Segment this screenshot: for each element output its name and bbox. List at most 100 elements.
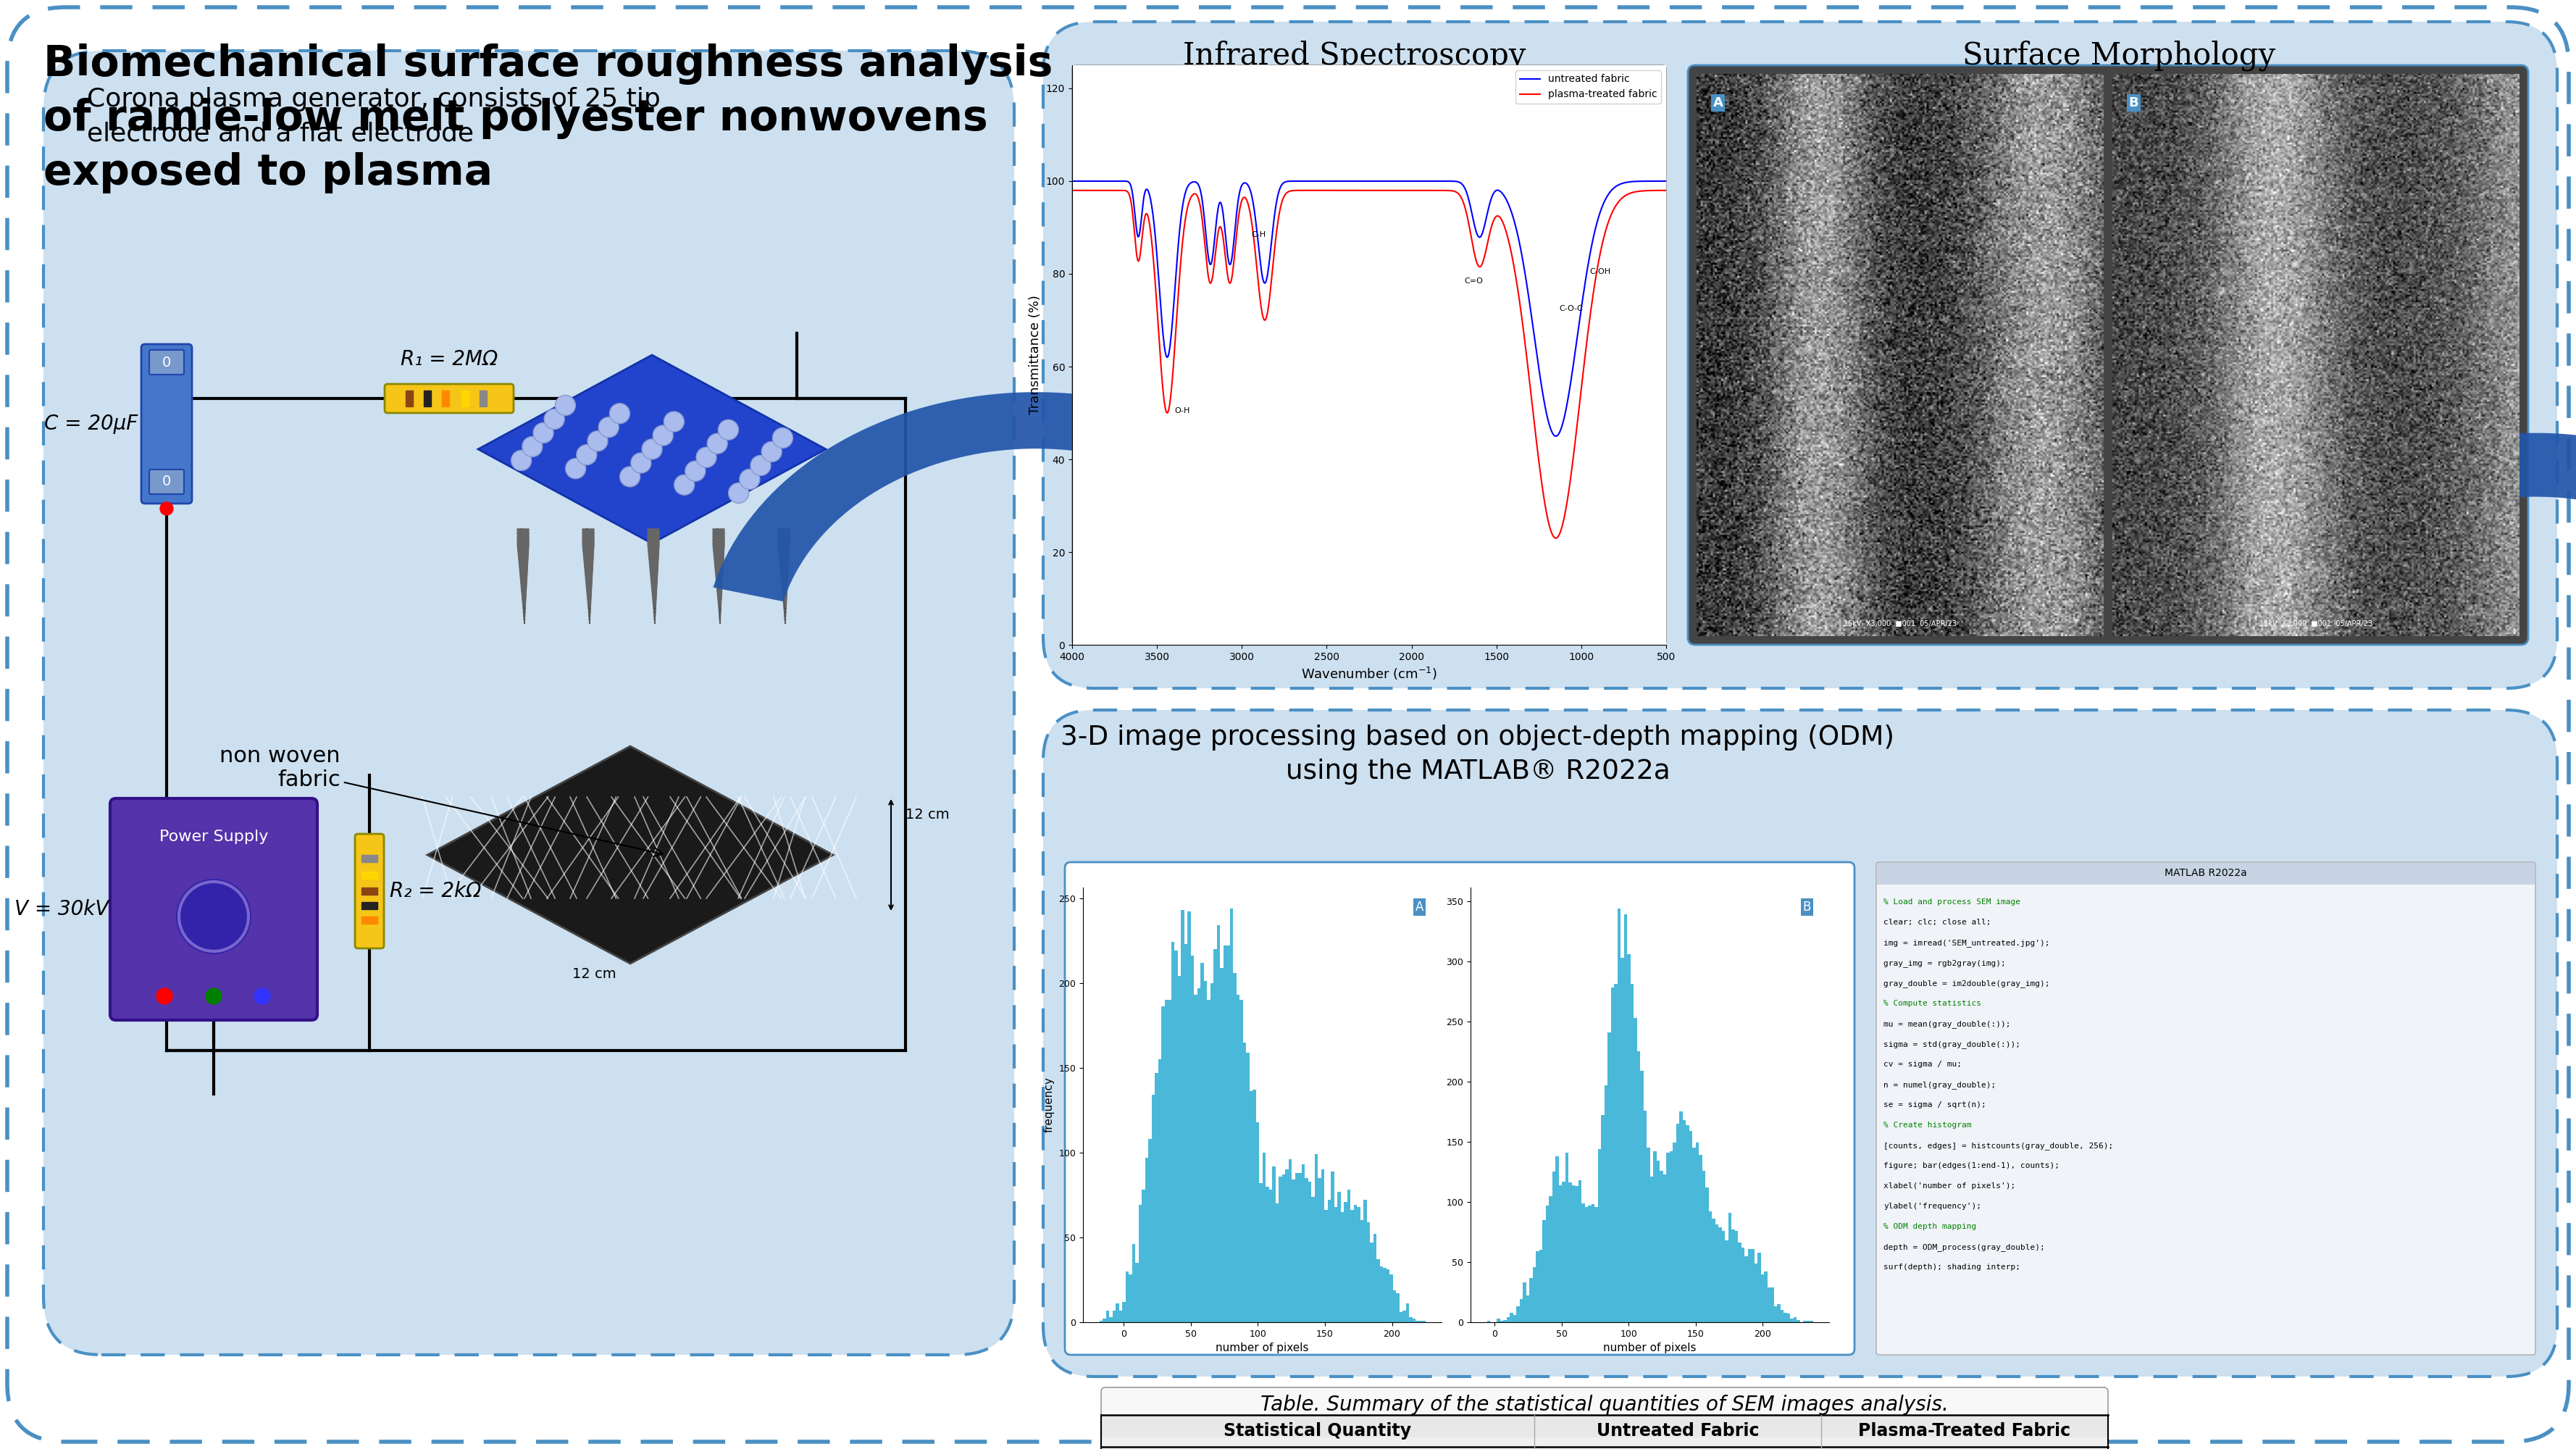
- Circle shape: [510, 451, 531, 471]
- Polygon shape: [647, 539, 659, 620]
- Polygon shape: [714, 393, 1195, 601]
- Text: MATLAB R2022a: MATLAB R2022a: [2164, 868, 2246, 878]
- Bar: [1783, 1313, 1788, 1321]
- Bar: [1558, 1185, 1561, 1321]
- Bar: [1716, 1224, 1718, 1321]
- Bar: [1118, 1310, 1123, 1321]
- Bar: [1649, 1177, 1654, 1321]
- Polygon shape: [518, 536, 528, 616]
- Bar: [479, 390, 487, 406]
- Bar: [1221, 968, 1224, 1321]
- Text: O-H: O-H: [1175, 407, 1190, 414]
- Bar: [1731, 1230, 1734, 1321]
- Bar: [1592, 1204, 1595, 1321]
- Legend: untreated fabric, plasma-treated fabric: untreated fabric, plasma-treated fabric: [1515, 70, 1662, 103]
- Bar: [1144, 1158, 1149, 1321]
- untreated fabric: [1520, 335, 1551, 352]
- Bar: [1358, 1207, 1360, 1321]
- Bar: [1695, 1143, 1698, 1321]
- Bar: [1530, 1278, 1533, 1321]
- Bar: [1141, 1190, 1144, 1321]
- Bar: [1641, 1071, 1643, 1321]
- Text: B: B: [1803, 901, 1811, 914]
- Circle shape: [773, 427, 793, 448]
- Bar: [1180, 910, 1185, 1321]
- Bar: [1110, 1317, 1113, 1321]
- Bar: [1620, 958, 1623, 1321]
- Circle shape: [719, 420, 739, 440]
- Polygon shape: [582, 539, 595, 620]
- Text: 15kV  X3,000  ■001  05/APR/23: 15kV X3,000 ■001 05/APR/23: [2259, 620, 2372, 627]
- Bar: [1422, 1320, 1425, 1321]
- Text: img = imread('SEM_untreated.jpg');: img = imread('SEM_untreated.jpg');: [1883, 939, 2050, 946]
- Text: B: B: [2128, 97, 2138, 110]
- Text: R₂ = 2kΩ: R₂ = 2kΩ: [389, 881, 482, 901]
- Bar: [1226, 946, 1229, 1321]
- Polygon shape: [714, 532, 724, 611]
- Bar: [1747, 1249, 1752, 1321]
- untreated fabric: [1540, 427, 1571, 445]
- Bar: [1605, 1085, 1607, 1321]
- Text: clear; clc; close all;: clear; clc; close all;: [1883, 919, 1991, 926]
- FancyBboxPatch shape: [1100, 1388, 2107, 1449]
- Bar: [1672, 1143, 1677, 1321]
- Bar: [1273, 1166, 1275, 1321]
- Circle shape: [708, 433, 726, 454]
- Bar: [1131, 1245, 1136, 1321]
- Bar: [1126, 1271, 1128, 1321]
- Circle shape: [255, 988, 270, 1004]
- Bar: [1275, 1204, 1278, 1321]
- Circle shape: [652, 426, 672, 446]
- Text: gray_double = im2double(gray_img);: gray_double = im2double(gray_img);: [1883, 980, 2050, 987]
- Bar: [1190, 956, 1193, 1321]
- Text: Biomechanical surface roughness analysis
of ramie-low melt polyester nonwovens
e: Biomechanical surface roughness analysis…: [44, 43, 1054, 193]
- Bar: [1685, 1124, 1690, 1321]
- Bar: [1262, 1152, 1265, 1321]
- Bar: [1172, 942, 1175, 1321]
- Text: Statistical Quantity: Statistical Quantity: [1224, 1423, 1412, 1440]
- untreated fabric: [1466, 229, 1497, 246]
- Bar: [361, 901, 379, 910]
- Circle shape: [621, 467, 639, 487]
- FancyBboxPatch shape: [1043, 22, 2558, 688]
- Polygon shape: [518, 529, 528, 609]
- Bar: [1569, 1182, 1571, 1321]
- Bar: [1381, 1266, 1383, 1321]
- Text: Infrared Spectroscopy: Infrared Spectroscopy: [1182, 39, 1525, 71]
- Bar: [1211, 982, 1213, 1321]
- Bar: [1113, 1310, 1115, 1321]
- Text: Corona plasma generator, consists of 25 tip
electrode and a flat electrode: Corona plasma generator, consists of 25 …: [88, 87, 659, 146]
- Bar: [1767, 1287, 1770, 1321]
- Circle shape: [675, 475, 696, 496]
- Text: A: A: [1713, 97, 1723, 110]
- Bar: [1103, 1414, 2107, 1446]
- Text: % Create histogram: % Create histogram: [1883, 1122, 1971, 1129]
- Bar: [1584, 1207, 1587, 1321]
- Bar: [1164, 1000, 1167, 1321]
- Bar: [1543, 1220, 1546, 1321]
- Bar: [361, 855, 379, 862]
- Bar: [1103, 1437, 2107, 1449]
- Text: n = numel(gray_double);: n = numel(gray_double);: [1883, 1081, 1996, 1088]
- Bar: [1309, 1181, 1311, 1321]
- Bar: [1646, 1148, 1649, 1321]
- Bar: [1208, 1000, 1211, 1321]
- Bar: [1419, 1320, 1422, 1321]
- Text: C-O-C: C-O-C: [1558, 306, 1584, 313]
- Bar: [1363, 1200, 1368, 1321]
- Bar: [1234, 972, 1236, 1321]
- Bar: [1522, 1282, 1525, 1321]
- Bar: [1399, 1311, 1401, 1321]
- Bar: [1193, 995, 1198, 1321]
- Bar: [1721, 1230, 1726, 1321]
- Bar: [1618, 909, 1620, 1321]
- Bar: [1739, 1243, 1741, 1321]
- FancyBboxPatch shape: [149, 349, 183, 374]
- Bar: [1775, 1307, 1777, 1321]
- Circle shape: [157, 988, 173, 1004]
- Bar: [1311, 1197, 1314, 1321]
- Bar: [1659, 1171, 1664, 1321]
- Text: % Load and process SEM image: % Load and process SEM image: [1883, 898, 2020, 906]
- Text: C-OH: C-OH: [1589, 268, 1610, 275]
- Circle shape: [175, 878, 252, 953]
